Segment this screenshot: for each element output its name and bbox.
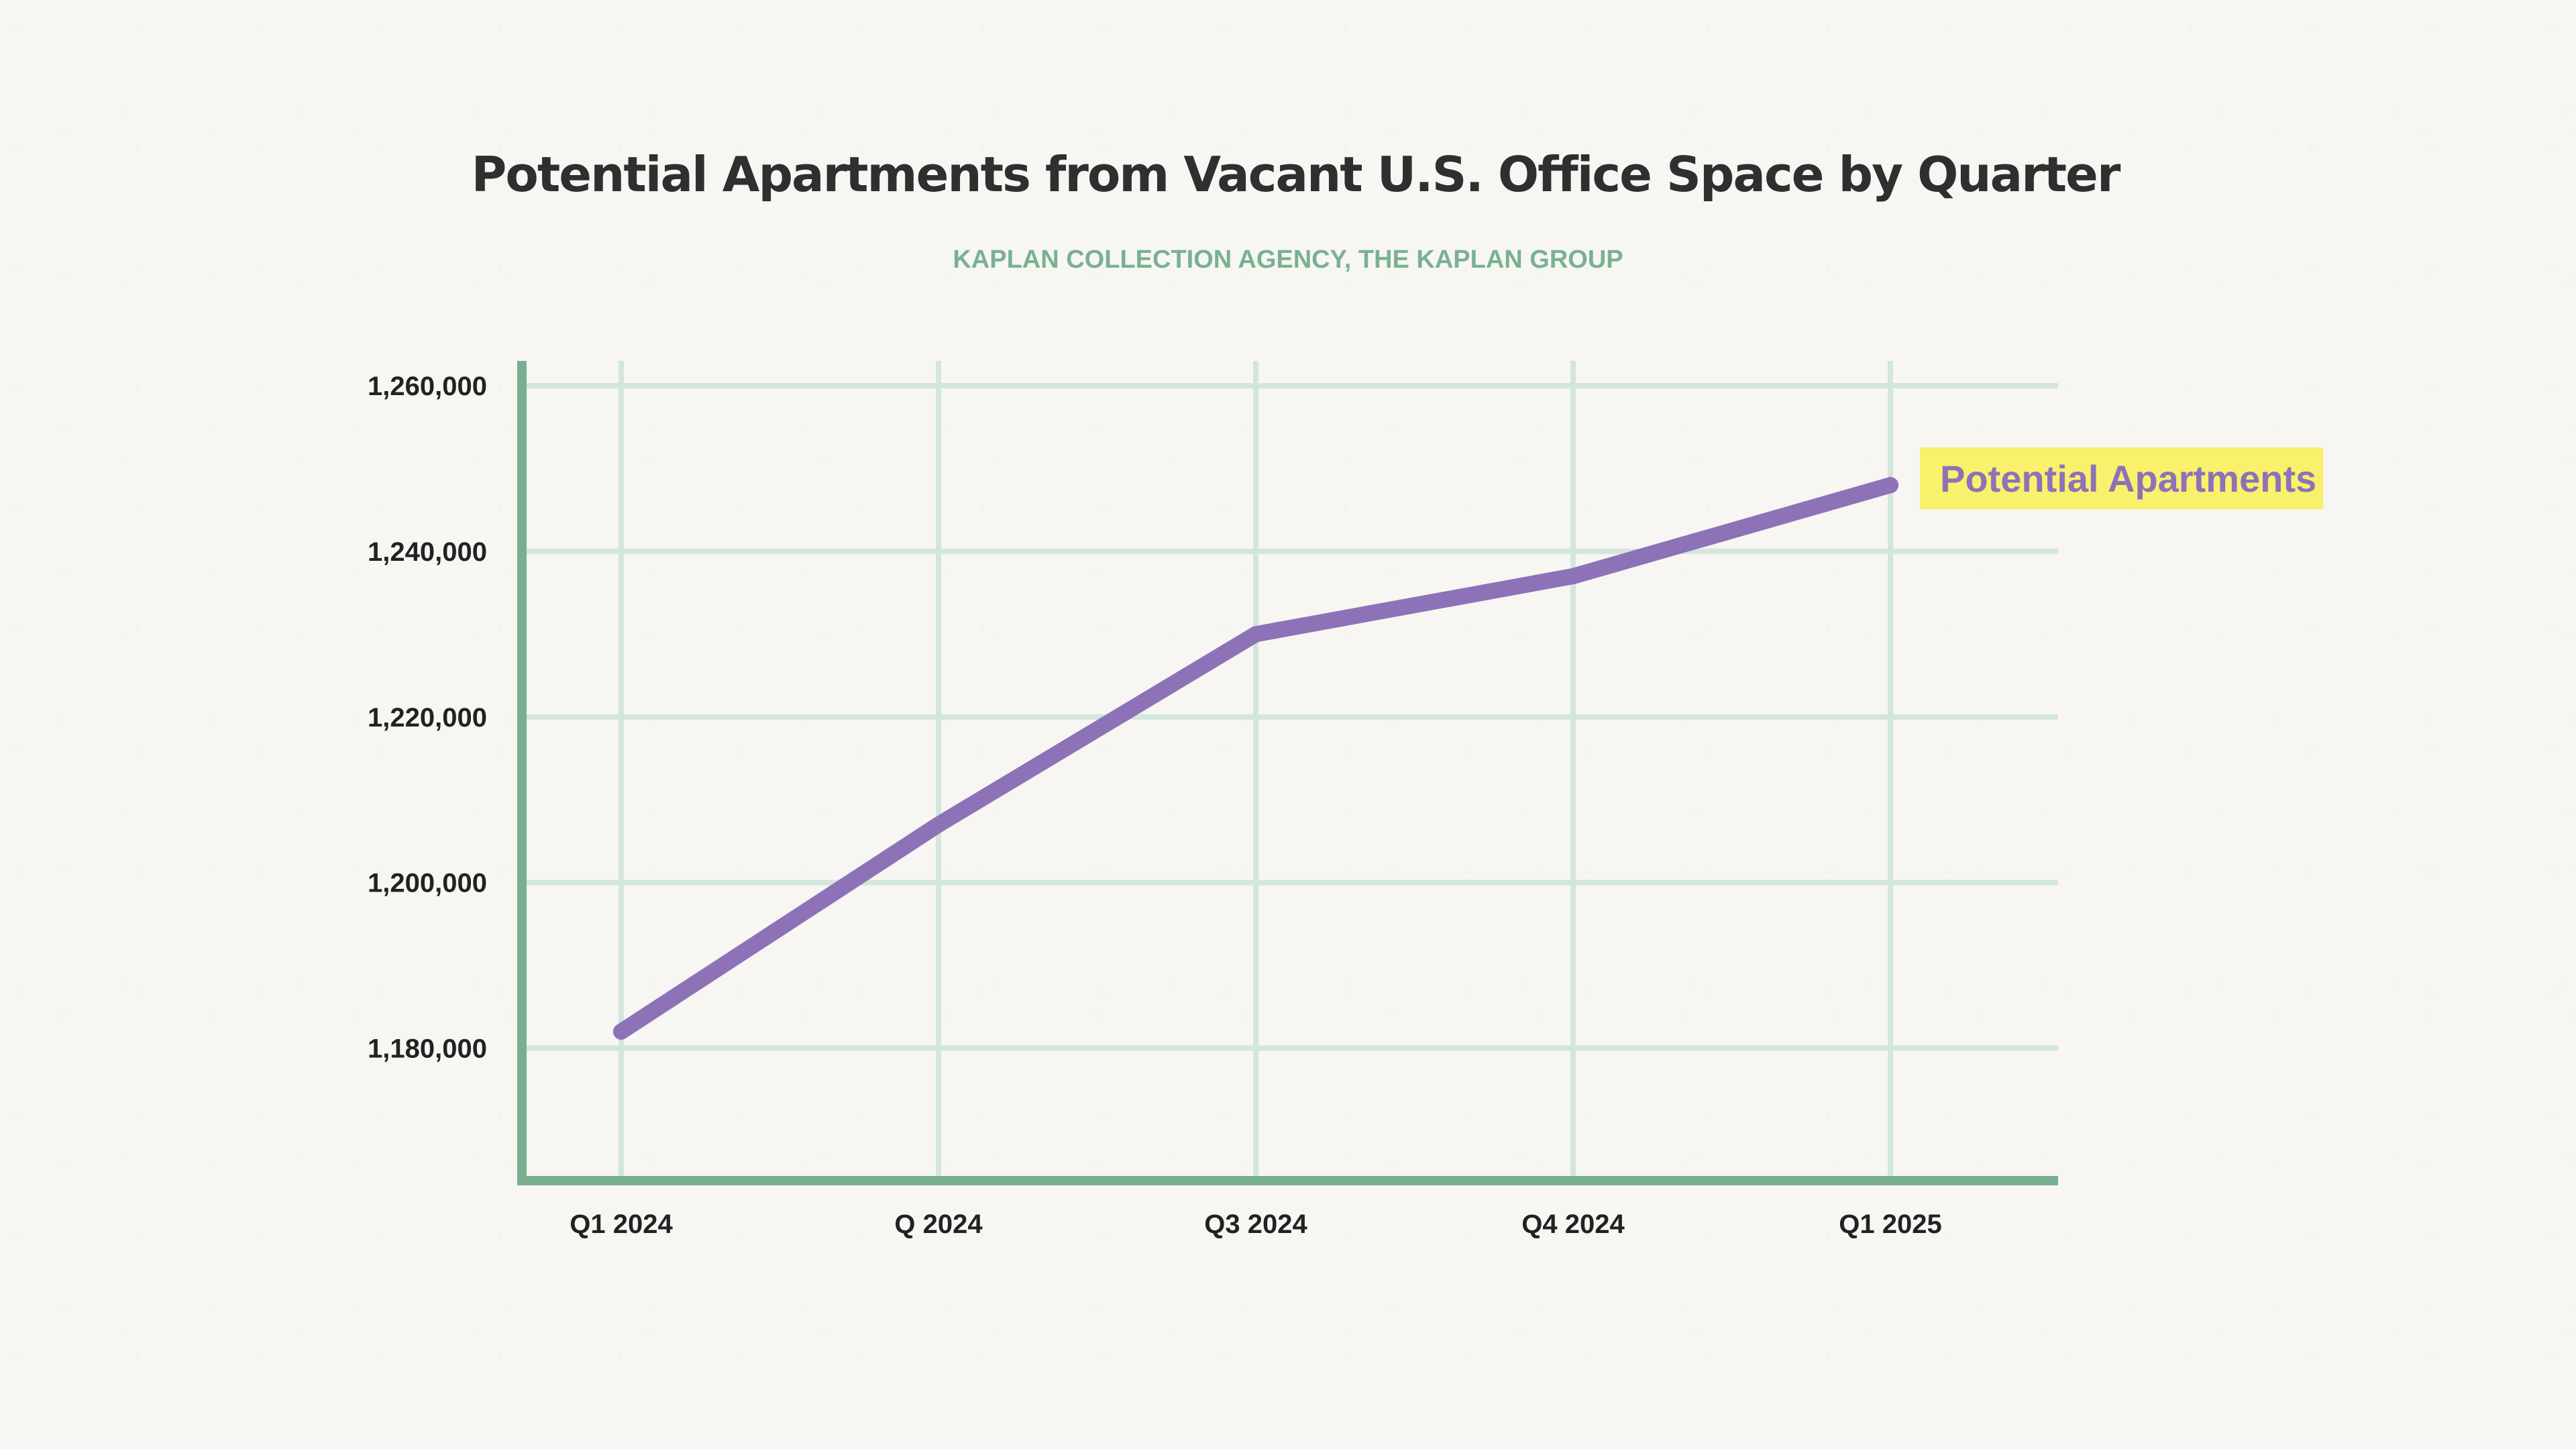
chart-subtitle: KAPLAN COLLECTION AGENCY, THE KAPLAN GRO… xyxy=(953,246,1623,274)
data-point xyxy=(930,816,947,833)
data-point xyxy=(1248,626,1264,643)
data-point xyxy=(613,1023,629,1040)
tick-label-layer: 1,180,000 1,200,000 1,220,000 1,240,000 1,26… xyxy=(368,372,1942,1239)
series-label: Potential Apartments xyxy=(1920,447,2324,510)
data-point xyxy=(1565,568,1581,584)
series-label-text: Potential Apartments xyxy=(1940,458,2316,500)
y-tick-label: 1,200,000 xyxy=(368,869,487,898)
x-tick-label: Q3 2024 xyxy=(1204,1210,1307,1239)
grid-layer xyxy=(522,361,2058,1181)
data-point xyxy=(1882,477,1898,494)
y-tick-label: 1,240,000 xyxy=(368,537,487,567)
axis-layer xyxy=(517,361,2058,1185)
x-tick-label: Q 2024 xyxy=(894,1210,983,1239)
series-label-highlight xyxy=(1920,447,2324,510)
series-label-layer: Potential Apartments xyxy=(1920,447,2324,510)
chart-title: Potential Apartments from Vacant U.S. Of… xyxy=(471,146,2121,203)
y-tick-label: 1,180,000 xyxy=(368,1034,487,1064)
x-tick-label: Q1 2025 xyxy=(1839,1210,1941,1239)
x-tick-label: Q4 2024 xyxy=(1521,1210,1625,1239)
y-tick-label: 1,260,000 xyxy=(368,372,487,401)
x-tick-label: Q1 2024 xyxy=(570,1210,673,1239)
series-layer xyxy=(613,477,1898,1040)
y-tick-label: 1,220,000 xyxy=(368,703,487,733)
